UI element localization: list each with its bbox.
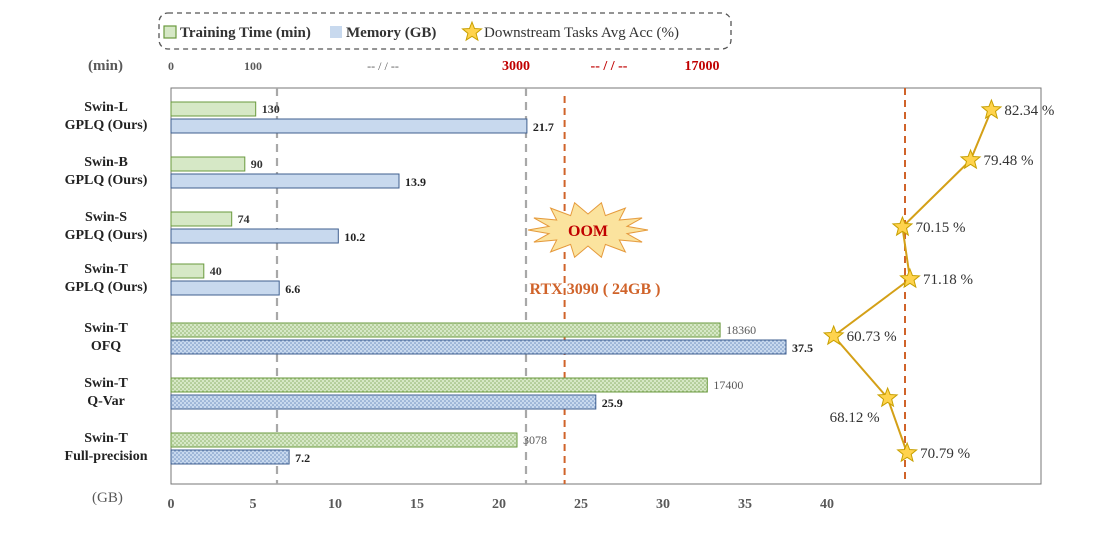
memory-bar	[170, 228, 339, 244]
time-bar	[170, 432, 518, 448]
category-label-line2: OFQ	[91, 339, 121, 354]
category-label-line1: Swin-T	[84, 321, 128, 336]
time-value-label: 130	[262, 102, 280, 116]
legend-star-icon	[461, 20, 483, 42]
top-tick-3000: 3000	[502, 59, 530, 74]
category-label-line1: Swin-T	[84, 376, 128, 391]
bottom-tick-label: 30	[656, 497, 670, 512]
bottom-tick-label: 5	[250, 497, 257, 512]
category-label-line1: Swin-S	[85, 210, 127, 225]
top-axis-break-2: -- / / --	[591, 59, 628, 74]
oom-annotation: OOM	[527, 201, 649, 259]
category-label-line1: Swin-T	[84, 262, 128, 277]
category-labels: Swin-L GPLQ (Ours) Swin-B GPLQ (Ours) Swin-S…	[65, 100, 148, 464]
accuracy-star-icon	[822, 324, 845, 346]
top-tick-17000: 17000	[685, 59, 720, 74]
accuracy-value-label: 70.15 %	[915, 220, 965, 236]
category-label-line2: GPLQ (Ours)	[65, 173, 148, 188]
time-value-label: 3078	[523, 433, 547, 447]
top-tick-100: 100	[244, 59, 262, 73]
bars: 130 21.7 90 13.9 74 10.2 40 6.6 18360 37.5 17400 25…	[170, 101, 813, 465]
bottom-tick-label: 35	[738, 497, 752, 512]
time-bar	[170, 263, 205, 279]
top-tick-0: 0	[168, 59, 174, 73]
accuracy-value-label: 60.73 %	[847, 329, 897, 345]
category-label-line2: GPLQ (Ours)	[65, 280, 148, 295]
bottom-tick-label: 0	[168, 497, 175, 512]
accuracy-series: 82.34 % 79.48 % 70.15 % 71.18 % 60.73 % 68.12…	[822, 98, 1054, 463]
memory-value-label: 7.2	[295, 451, 310, 465]
accuracy-star-icon	[876, 386, 899, 408]
accuracy-star-icon	[980, 98, 1003, 120]
category-label-line2: Q-Var	[87, 394, 125, 409]
memory-bar	[170, 118, 528, 134]
time-bar	[170, 101, 257, 117]
accuracy-star-icon	[899, 267, 921, 289]
time-bar	[170, 377, 708, 393]
memory-value-label: 10.2	[344, 230, 365, 244]
accuracy-value-label: 79.48 %	[984, 153, 1034, 169]
time-value-label: 18360	[726, 323, 756, 337]
accuracy-value-label: 82.34 %	[1004, 103, 1054, 119]
memory-bar	[170, 280, 280, 296]
time-value-label: 74	[238, 212, 250, 226]
memory-value-label: 6.6	[285, 282, 300, 296]
category-label-line2: GPLQ (Ours)	[65, 228, 148, 243]
memory-value-label: 13.9	[405, 175, 426, 189]
top-axis: (min) 0 100 -- / / -- 3000 -- / / -- 170…	[88, 58, 720, 74]
bottom-axis-ticks: 0 5 10 15 20 25 30 35 40	[168, 497, 835, 512]
memory-value-label: 21.7	[533, 120, 554, 134]
bottom-axis-unit: (GB)	[92, 490, 123, 506]
memory-bar	[170, 394, 597, 410]
memory-bar	[170, 449, 290, 465]
time-value-label: 40	[210, 264, 222, 278]
memory-bar	[170, 339, 787, 355]
legend-mem-label: Memory (GB)	[346, 25, 436, 41]
memory-value-label: 37.5	[792, 341, 813, 355]
time-value-label: 17400	[713, 378, 743, 392]
accuracy-star-icon	[896, 441, 918, 463]
oom-burst-icon	[527, 201, 649, 259]
legend-mem-swatch	[330, 26, 342, 38]
category-label-line1: Swin-T	[84, 431, 128, 446]
time-value-label: 90	[251, 157, 263, 171]
category-label-line1: Swin-L	[84, 100, 128, 115]
bottom-tick-label: 20	[492, 497, 506, 512]
memory-bar	[170, 173, 400, 189]
accuracy-star-icon	[891, 215, 914, 237]
gpu-limit-label: RTX 3090 ( 24GB )	[530, 281, 661, 298]
time-bar	[170, 322, 721, 338]
legend-time-swatch	[163, 25, 177, 39]
category-label-line2: GPLQ (Ours)	[65, 118, 148, 133]
top-axis-break-1: -- / / --	[367, 59, 399, 73]
top-axis-unit: (min)	[88, 58, 123, 74]
oom-label: OOM	[568, 223, 608, 240]
bottom-tick-label: 40	[820, 497, 834, 512]
legend-time-label: Training Time (min)	[180, 25, 311, 41]
time-bar	[170, 211, 233, 227]
accuracy-value-label: 71.18 %	[923, 272, 973, 288]
memory-value-label: 25.9	[602, 396, 623, 410]
legend-frame	[158, 12, 732, 50]
legend-acc-label: Downstream Tasks Avg Acc (%)	[484, 25, 679, 41]
time-bar	[170, 156, 246, 172]
accuracy-value-label: 70.79 %	[920, 446, 970, 462]
bottom-tick-label: 15	[410, 497, 424, 512]
bottom-tick-label: 25	[574, 497, 588, 512]
accuracy-star-icon	[959, 148, 982, 170]
category-label-line1: Swin-B	[84, 155, 128, 170]
bottom-tick-label: 10	[328, 497, 342, 512]
legend: Training Time (min) Memory (GB) Downstre…	[158, 12, 732, 50]
category-label-line2: Full-precision	[65, 449, 148, 464]
accuracy-value-label: 68.12 %	[830, 410, 880, 426]
